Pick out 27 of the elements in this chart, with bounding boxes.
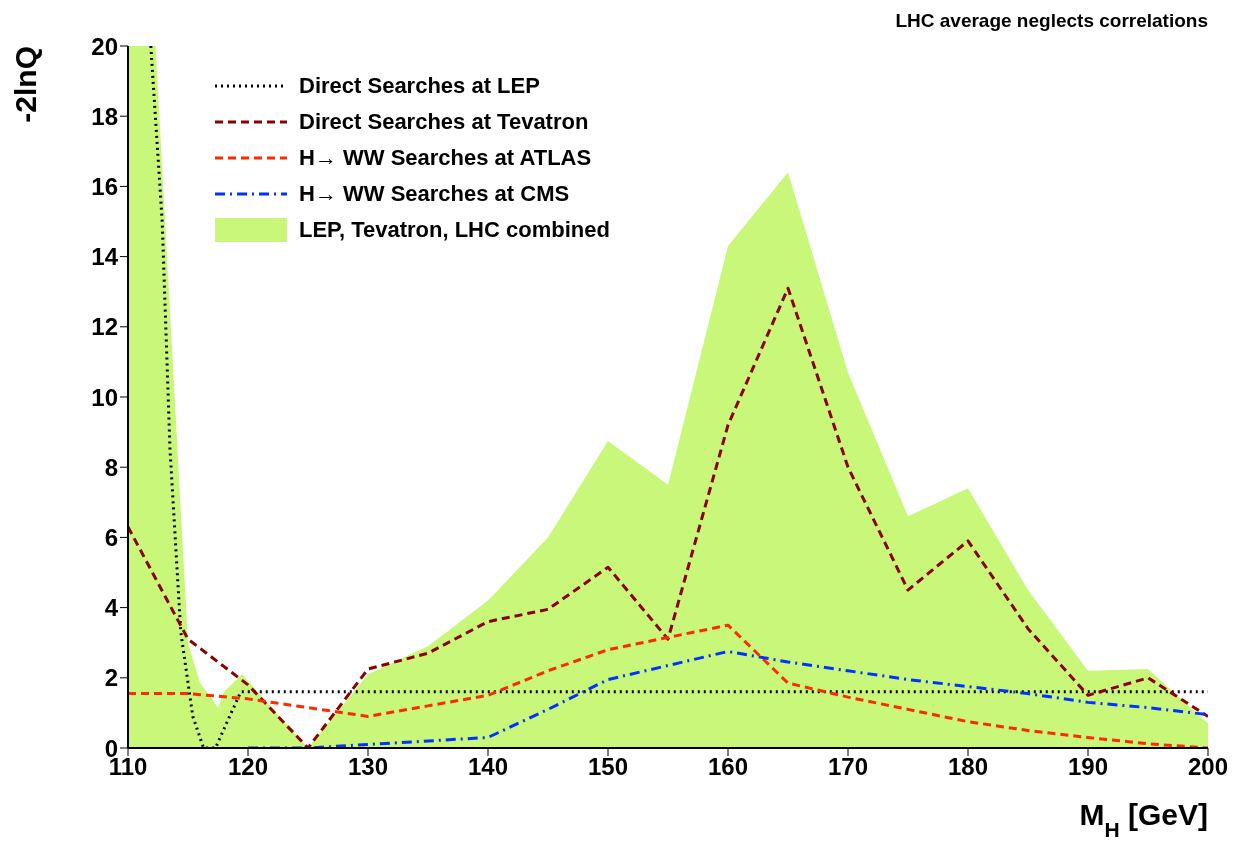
y-tick-label: 12	[91, 313, 118, 341]
x-tick-label: 160	[707, 753, 749, 781]
x-tick-label: 170	[827, 753, 869, 781]
x-tick-label: 130	[347, 753, 389, 781]
legend-label: Direct Searches at LEP	[299, 73, 540, 99]
x-tick-label: 200	[1187, 753, 1229, 781]
y-tick-label: 20	[91, 32, 118, 60]
y-tick-label: 16	[91, 172, 118, 200]
x-tick-label: 120	[227, 753, 269, 781]
y-tick-label: 10	[91, 383, 118, 411]
x-tick-label: 140	[467, 753, 509, 781]
y-axis-title: -2lnQ	[9, 46, 42, 123]
y-tick-label: 14	[91, 243, 119, 271]
legend-label: H→ WW Searches at CMS	[299, 181, 570, 207]
text: LHC average neglects correlations	[895, 10, 1208, 32]
y-tick-label: 18	[91, 102, 118, 130]
y-tick-label: 8	[104, 453, 118, 481]
x-tick-label: 180	[947, 753, 989, 781]
legend-label: H→ WW Searches at ATLAS	[299, 145, 592, 171]
legend-label: Direct Searches at Tevatron	[299, 109, 589, 135]
x-axis-title: M$_{H}$ [GeV]	[1079, 798, 1208, 841]
y-tick-label: 6	[104, 523, 118, 551]
x-tick-label: 190	[1067, 753, 1109, 781]
y-tick-label: 2	[104, 664, 118, 692]
legend-label: LEP, Tevatron, LHC combined	[299, 217, 610, 243]
x-tick-label: 150	[587, 753, 629, 781]
y-tick-label: 4	[104, 594, 119, 622]
